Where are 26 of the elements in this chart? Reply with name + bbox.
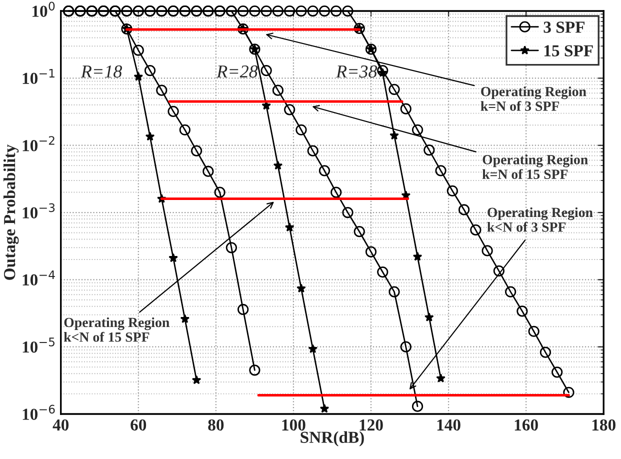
- y-tick-label: 10$^{0}$: [32, 2, 55, 17]
- annotation: R=38: [336, 65, 378, 78]
- y-axis-title: Outage Probability: [3, 144, 19, 280]
- x-tick-label: 180: [592, 419, 616, 431]
- x-tick-label: 140: [437, 419, 460, 431]
- y-tick-label: 10$^{−3}$: [22, 203, 55, 218]
- y-tick-label: 10$^{−1}$: [22, 68, 54, 84]
- x-tick-label: 100: [282, 419, 306, 431]
- x-axis-title: SNR(dB): [300, 431, 364, 446]
- legend-label: 15 SPF: [544, 45, 593, 56]
- y-tick-label: 10$^{−4}$: [22, 270, 55, 286]
- legend-label: 3 SPF: [544, 22, 584, 33]
- annotation: Operating Region k<N of 15 SPF: [64, 317, 170, 342]
- x-tick-label: 40: [52, 419, 69, 431]
- y-tick-label: 10$^{−5}$: [22, 338, 54, 353]
- y-tick-label: 10$^{−6}$: [22, 404, 55, 420]
- annotation: R=28: [216, 65, 258, 78]
- x-tick-label: 80: [208, 419, 224, 431]
- x-tick-label: 120: [360, 419, 383, 431]
- y-tick-label: 10$^{−2}$: [22, 136, 54, 152]
- annotation: Operating Region k=N of 15 SPF: [482, 154, 588, 179]
- annotation: R=18: [80, 65, 122, 78]
- x-tick-label: 160: [514, 419, 538, 431]
- x-tick-label: 60: [130, 419, 146, 431]
- annotation: Operating Region k<N of 3 SPF: [487, 207, 593, 232]
- annotation: Operating Region k=N of 3 SPF: [480, 86, 586, 111]
